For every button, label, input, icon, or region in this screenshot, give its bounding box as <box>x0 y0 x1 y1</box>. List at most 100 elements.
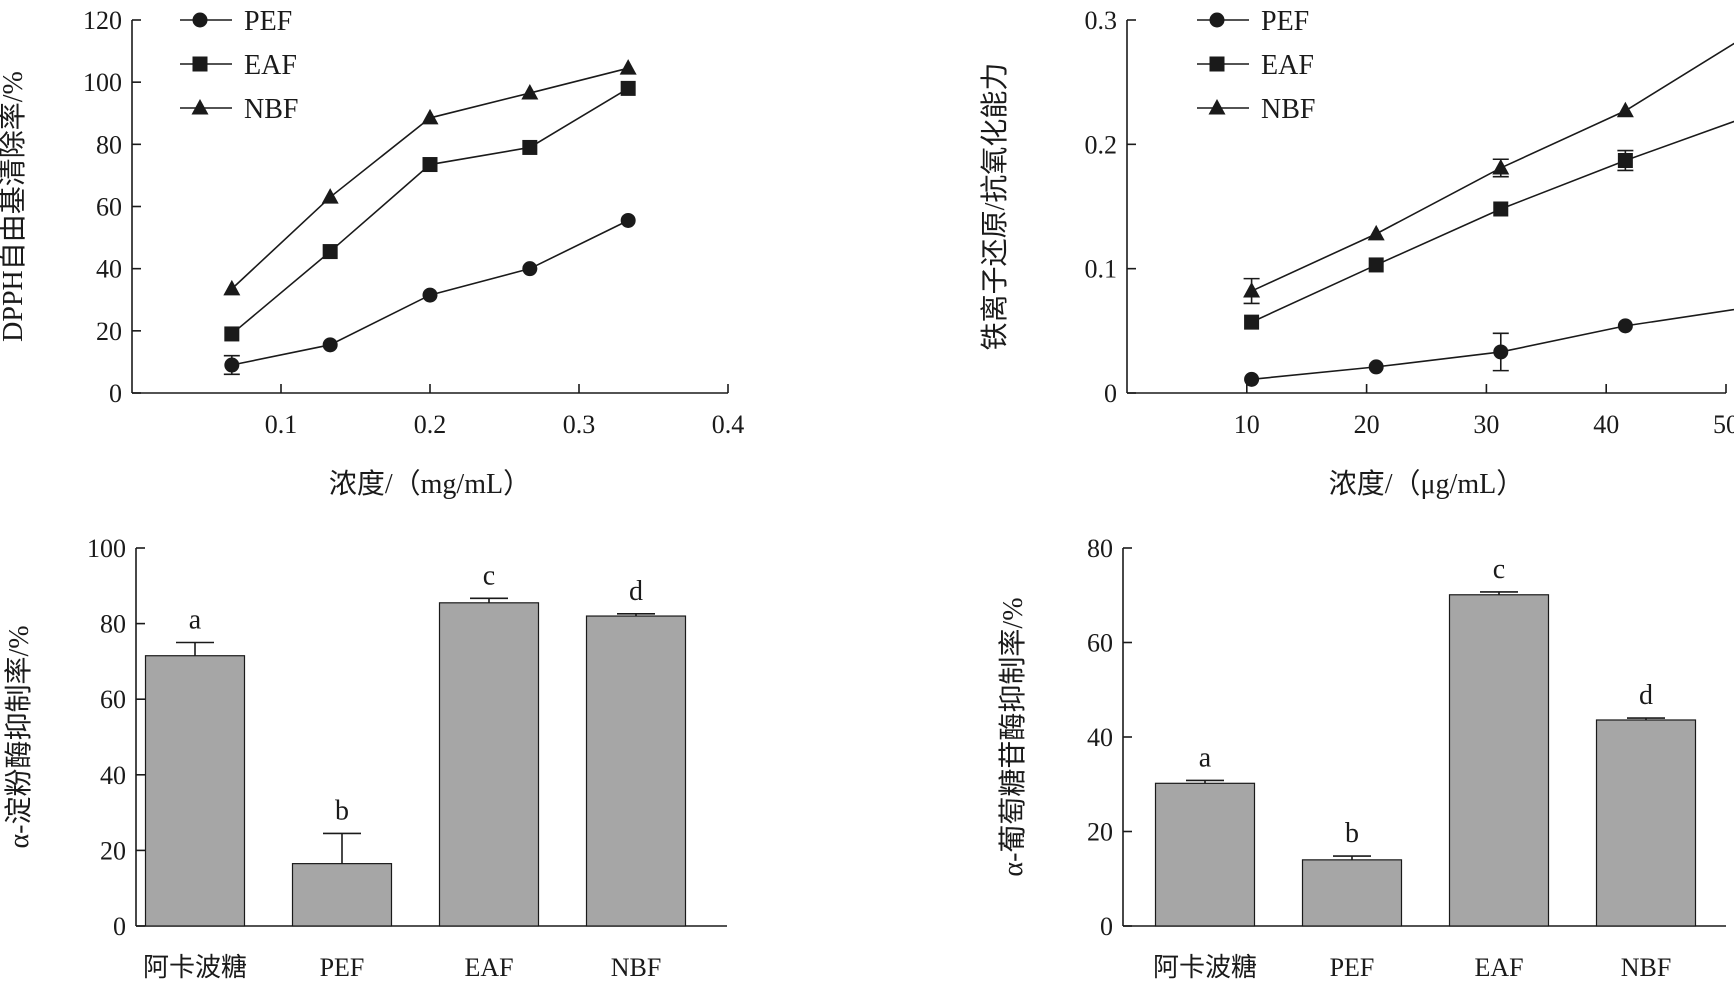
x-category-label: EAF <box>464 953 513 982</box>
data-point-nbf <box>521 84 539 100</box>
x-tick-label: 0.4 <box>712 410 745 439</box>
data-point-nbf <box>421 108 439 125</box>
series-line-pef <box>1251 308 1734 381</box>
series-line-eaf <box>1251 120 1734 323</box>
data-point-eaf <box>522 139 538 155</box>
bar-1 <box>1301 859 1403 927</box>
legend-marker-nbf <box>191 99 209 115</box>
data-point-eaf <box>1244 314 1260 330</box>
x-category-label: PEF <box>1330 953 1375 982</box>
data-point-eaf <box>322 244 338 260</box>
x-category-label: NBF <box>611 953 662 982</box>
y-tick-label: 0.3 <box>1085 6 1118 35</box>
legend-label-nbf: NBF <box>1261 94 1315 125</box>
legend-marker-nbf <box>1208 99 1226 115</box>
bar-3 <box>1595 719 1697 927</box>
legend-label-eaf: EAF <box>1261 50 1314 81</box>
y-tick-label: 0 <box>1104 379 1117 408</box>
data-point-pef <box>620 212 636 228</box>
x-axis-label: 浓度/（mg/mL） <box>329 468 531 500</box>
data-point-pef <box>422 287 438 303</box>
y-tick-label: 60 <box>1087 629 1113 658</box>
y-tick-label: 0 <box>113 912 126 941</box>
data-point-eaf <box>620 80 636 96</box>
data-point-pef <box>224 357 240 373</box>
y-axis-label: α-淀粉酶抑制率/% <box>3 625 35 848</box>
legend-label-pef: PEF <box>1261 6 1309 37</box>
y-tick-label: 20 <box>100 836 126 865</box>
data-point-eaf <box>1493 201 1509 217</box>
data-point-nbf <box>223 279 241 296</box>
legend-marker-pef <box>1209 12 1225 28</box>
data-point-nbf <box>619 59 637 75</box>
bar-0 <box>1154 782 1256 927</box>
significance-letter: d <box>1639 680 1653 711</box>
y-tick-label: 40 <box>100 761 126 790</box>
y-tick-label: 40 <box>1087 723 1113 752</box>
significance-letter: c <box>1493 554 1505 585</box>
x-category-label: EAF <box>1474 953 1523 982</box>
x-tick-label: 10 <box>1234 410 1260 439</box>
significance-letter: a <box>189 605 202 636</box>
x-tick-label: 0.1 <box>265 410 298 439</box>
y-axis-label: α-葡萄糖苷酶抑制率/% <box>997 597 1029 876</box>
y-tick-label: 80 <box>1087 534 1113 563</box>
y-tick-label: 60 <box>96 193 122 222</box>
data-point-eaf <box>1617 152 1633 168</box>
data-point-nbf <box>1616 101 1634 118</box>
significance-letter: a <box>1199 742 1212 773</box>
alpha-glucosidase-bar-chart: 0 20 40 60 80 a 阿卡波糖 b PEF c EAF d NBF α-葡萄糖苷酶抑制率/% <box>997 534 1726 982</box>
x-category-label: PEF <box>320 953 365 982</box>
y-tick-label: 20 <box>1087 818 1113 847</box>
series-line-nbf <box>1251 42 1734 292</box>
legend-marker-pef <box>192 12 208 28</box>
x-category-label: 阿卡波糖 <box>143 953 247 982</box>
data-point-eaf <box>422 157 438 173</box>
x-category-label: 阿卡波糖 <box>1153 953 1257 982</box>
y-axis-label: DPPH自由基清除率/% <box>0 71 29 342</box>
y-tick-label: 0.1 <box>1085 255 1118 284</box>
alpha-amylase-bar-chart: 0 20 40 60 80 100 a 阿卡波糖 b PEF c EAF d NBF α-淀粉酶抑制率/% <box>3 534 727 982</box>
bar-2 <box>438 602 540 927</box>
y-tick-label: 120 <box>83 6 122 35</box>
y-axis-label: 铁离子还原/抗氧化能力 <box>979 63 1011 351</box>
data-point-eaf <box>1368 257 1384 273</box>
significance-letter: d <box>629 576 643 607</box>
y-tick-label: 40 <box>96 255 122 284</box>
data-point-pef <box>522 261 538 277</box>
y-tick-label: 0.2 <box>1085 130 1118 159</box>
bar-2 <box>1448 594 1550 927</box>
data-point-pef <box>1493 344 1509 360</box>
y-tick-label: 0 <box>1100 912 1113 941</box>
data-point-nbf <box>1243 282 1261 298</box>
y-tick-label: 20 <box>96 317 122 346</box>
ferric-reducing-line-chart: 0 0.1 0.2 0.3 10 20 30 40 50 PEF EAF NBF 浓度/（μg/mL） 铁… <box>979 6 1734 500</box>
significance-letter: b <box>1345 818 1359 849</box>
legend-label-pef: PEF <box>244 6 292 37</box>
significance-letter: b <box>335 795 349 826</box>
data-point-nbf <box>321 188 339 204</box>
x-tick-label: 50 <box>1713 410 1734 439</box>
x-category-label: NBF <box>1621 953 1672 982</box>
data-point-pef <box>1617 318 1633 334</box>
x-tick-label: 30 <box>1473 410 1499 439</box>
legend-marker-eaf <box>1209 56 1225 72</box>
legend-marker-eaf <box>192 56 208 72</box>
y-tick-label: 60 <box>100 685 126 714</box>
x-tick-label: 20 <box>1354 410 1380 439</box>
bar-0 <box>144 655 246 927</box>
x-tick-label: 40 <box>1593 410 1619 439</box>
y-tick-label: 80 <box>100 610 126 639</box>
significance-letter: c <box>483 560 495 591</box>
data-point-pef <box>322 337 338 353</box>
y-tick-label: 100 <box>83 68 122 97</box>
data-point-nbf <box>1492 158 1510 175</box>
data-point-pef <box>1368 359 1384 375</box>
x-axis-label: 浓度/（μg/mL） <box>1329 468 1524 500</box>
data-point-pef <box>1244 371 1260 387</box>
dpph-scavenging-line-chart: 0 20 40 60 80 100 120 0.1 0.2 0.3 0.4 PEF EAF NBF 浓度/（… <box>0 6 744 500</box>
y-tick-label: 80 <box>96 130 122 159</box>
data-point-eaf <box>224 326 240 342</box>
x-tick-label: 0.2 <box>414 410 447 439</box>
